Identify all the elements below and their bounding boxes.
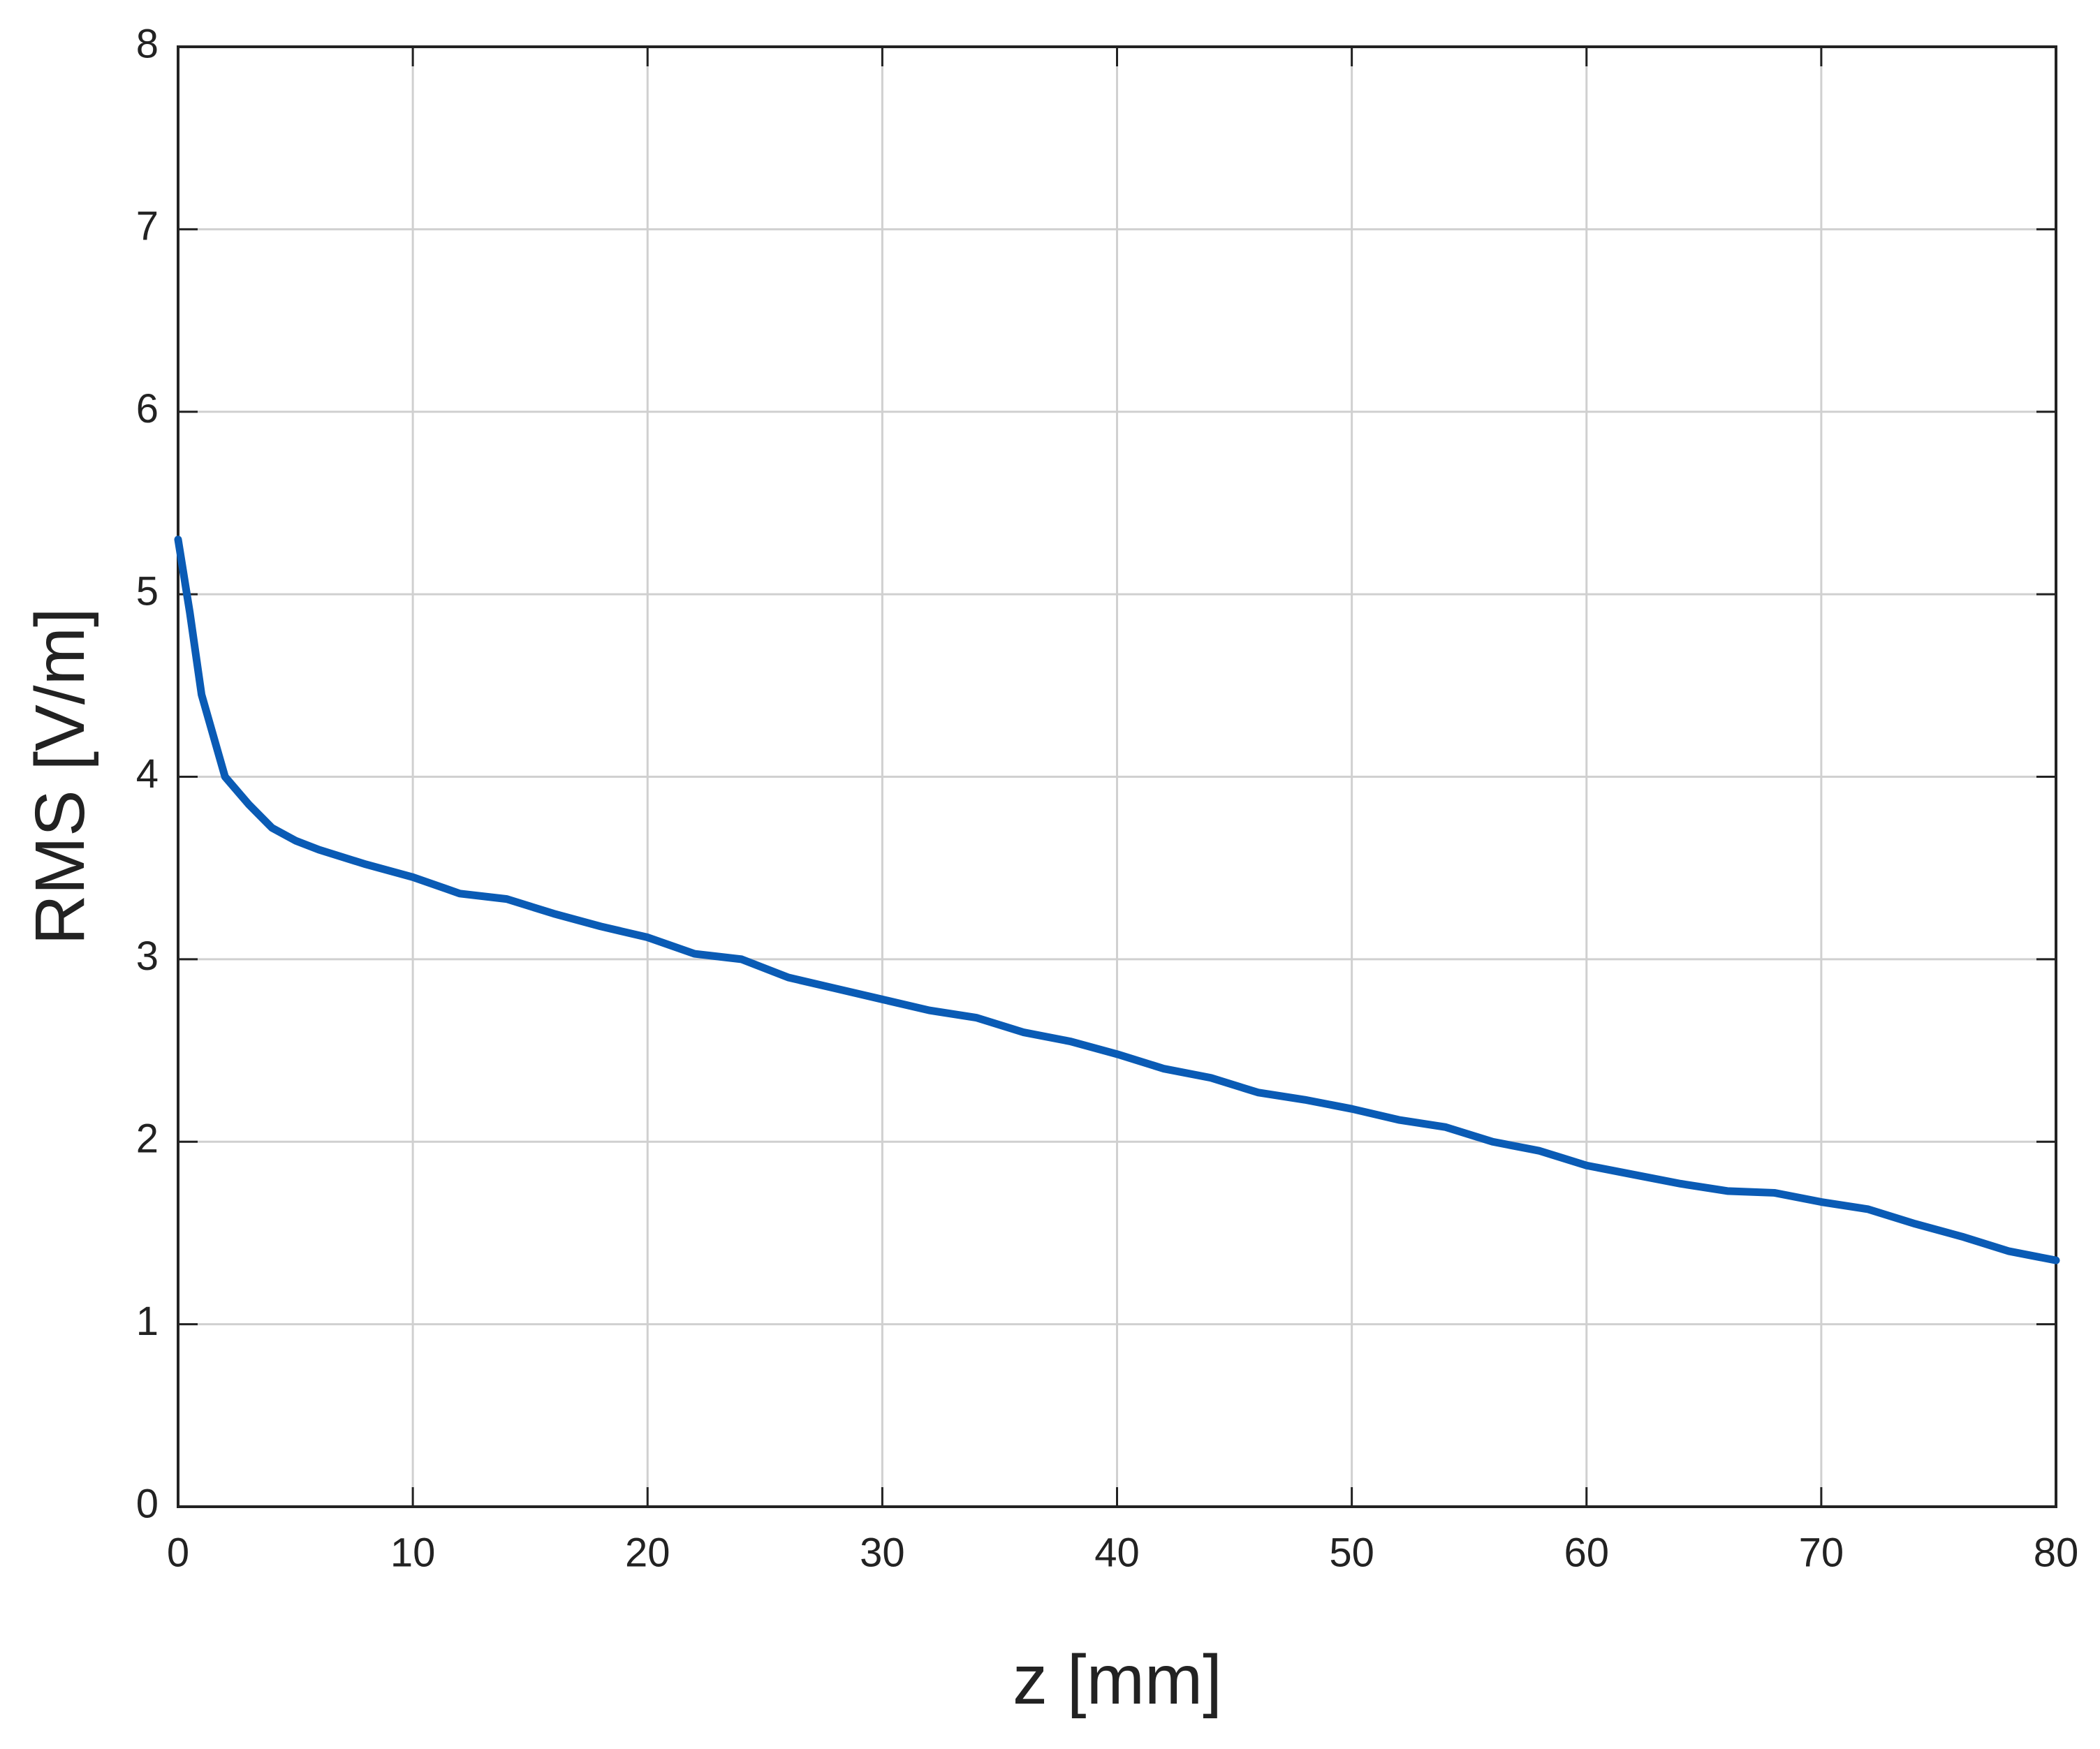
y-tick-label: 8 <box>136 21 159 66</box>
x-tick-label: 50 <box>1329 1530 1374 1575</box>
x-tick-label: 60 <box>1564 1530 1609 1575</box>
x-tick-label: 20 <box>625 1530 670 1575</box>
y-tick-label: 7 <box>136 204 159 249</box>
y-axis-label: RMS [V/m] <box>21 607 99 945</box>
x-tick-label: 30 <box>860 1530 905 1575</box>
x-tick-label: 0 <box>167 1530 189 1575</box>
y-tick-label: 5 <box>136 568 159 614</box>
y-tick-label: 3 <box>136 933 159 979</box>
y-tick-label: 0 <box>136 1481 159 1526</box>
x-tick-label: 70 <box>1799 1530 1844 1575</box>
x-axis-label: z [mm] <box>1013 1641 1222 1719</box>
x-tick-label: 40 <box>1094 1530 1140 1575</box>
x-tick-label: 80 <box>2034 1530 2079 1575</box>
data-line <box>174 536 2060 1264</box>
y-tick-label: 1 <box>136 1299 159 1344</box>
x-tick-label: 10 <box>390 1530 436 1575</box>
plot-frame <box>177 45 2057 1508</box>
y-tick-label: 4 <box>136 751 159 797</box>
y-tick-label: 6 <box>136 386 159 431</box>
y-tick-label: 2 <box>136 1116 159 1162</box>
